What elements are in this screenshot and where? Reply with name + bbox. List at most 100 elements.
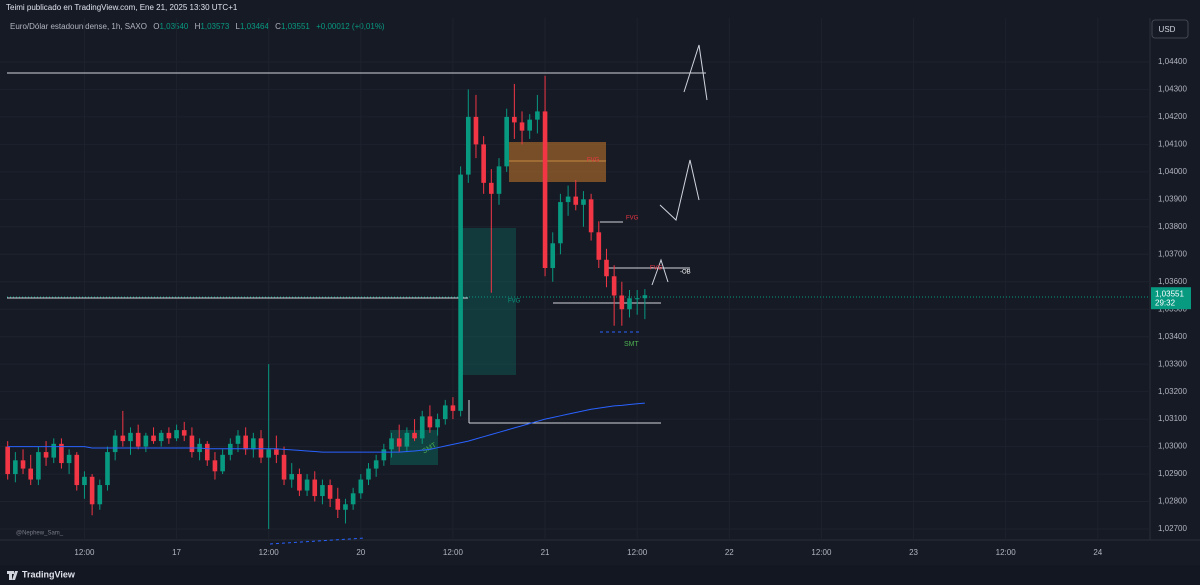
currency[interactable]: USD xyxy=(1159,25,1176,34)
candle-body xyxy=(36,452,41,480)
candle-body xyxy=(358,479,364,494)
candle-body xyxy=(604,259,609,277)
c-label: C xyxy=(275,22,281,31)
projection xyxy=(659,159,700,221)
candle-body xyxy=(373,460,379,469)
candle-body xyxy=(389,438,394,450)
candle-body xyxy=(43,452,49,458)
x-tick-label: 12:00 xyxy=(74,548,95,557)
candle-body xyxy=(442,405,448,420)
y-tick-label: 1,03200 xyxy=(1158,387,1187,396)
l-value: 1,03464 xyxy=(240,22,269,31)
candle-body xyxy=(350,493,356,505)
symbol: Euro/Dólar estadounidense, 1h, SAXO xyxy=(10,22,147,31)
candle-body xyxy=(634,298,640,300)
candle-body xyxy=(581,199,586,205)
x-tick-label: 22 xyxy=(725,548,734,557)
candle-body xyxy=(335,498,341,510)
candle-body xyxy=(427,416,433,428)
c-value: 1,03551 xyxy=(281,22,310,31)
o-value: 1,03540 xyxy=(159,22,188,31)
countdown: 29:32 xyxy=(1155,298,1176,307)
fvg-zone xyxy=(461,228,516,375)
candle-body xyxy=(120,435,126,442)
x-tick-label: 23 xyxy=(909,548,918,557)
candle-body xyxy=(235,435,241,444)
candle-body xyxy=(281,454,287,480)
candle-body xyxy=(204,443,210,461)
candle-body xyxy=(158,432,164,442)
candle-body xyxy=(642,295,648,299)
candle-body xyxy=(143,435,149,447)
candle-body xyxy=(297,474,302,491)
candle-body xyxy=(481,144,486,183)
candle-body xyxy=(381,449,387,461)
x-tick-label: 12:00 xyxy=(259,548,280,557)
smt-label: SMT xyxy=(624,341,640,348)
candle-body xyxy=(435,419,440,428)
candle-body xyxy=(5,446,10,475)
candle-body xyxy=(504,116,509,167)
y-tick-label: 1,03900 xyxy=(1158,194,1187,203)
l-label: L xyxy=(236,22,241,31)
candle-body xyxy=(312,479,318,497)
publisher-line: Teimi publicado en TradingView.com, Ene … xyxy=(6,3,238,12)
candle-body xyxy=(181,430,187,436)
candle-body xyxy=(527,119,533,131)
candle-body xyxy=(189,435,195,453)
candle-body xyxy=(266,449,271,458)
candle-body xyxy=(542,111,548,269)
x-tick-label: 12:00 xyxy=(811,548,832,557)
y-tick-label: 1,02700 xyxy=(1158,524,1187,533)
brand: TradingView xyxy=(22,569,76,579)
y-tick-label: 1,03800 xyxy=(1158,222,1187,231)
h-label: H xyxy=(195,22,201,31)
candle-body xyxy=(573,196,579,205)
candle-body xyxy=(327,485,333,499)
candle-body xyxy=(82,476,87,486)
projection xyxy=(683,44,708,101)
y-tick-label: 1,03000 xyxy=(1158,442,1187,451)
candle-body xyxy=(135,432,141,447)
y-tick-label: 1,03600 xyxy=(1158,277,1187,286)
y-tick-label: 1,04200 xyxy=(1158,112,1187,121)
candle-body xyxy=(366,468,371,480)
y-tick-label: 1,03300 xyxy=(1158,359,1187,368)
candle-body xyxy=(174,430,179,439)
x-tick-label: 20 xyxy=(356,548,365,557)
fvg-label: FVG xyxy=(508,299,521,305)
smt-line xyxy=(269,537,366,545)
symbol-line: Euro/Dólar estadounidense, 1h, SAXO O1,0… xyxy=(10,22,385,31)
y-tick-label: 1,03400 xyxy=(1158,332,1187,341)
candle-body xyxy=(596,232,602,260)
x-tick-label: 12:00 xyxy=(443,548,464,557)
candle-body xyxy=(565,196,571,203)
fvg-label: FVG xyxy=(650,266,663,272)
currency-button[interactable] xyxy=(1151,19,1189,39)
candle-body xyxy=(251,438,256,450)
candle-body xyxy=(89,476,95,505)
grid xyxy=(0,18,1150,540)
y-tick-label: 1,04000 xyxy=(1158,167,1187,176)
fvg-zone xyxy=(509,142,606,182)
candle-body xyxy=(274,449,279,455)
candle-body xyxy=(13,460,18,475)
candle-body xyxy=(450,405,456,411)
price-label: 1,03551 xyxy=(1155,289,1184,298)
candle-body xyxy=(51,443,57,458)
h-value: 1,03573 xyxy=(200,22,229,31)
candle-body xyxy=(258,438,264,458)
x-tick-label: 21 xyxy=(541,548,550,557)
drawings: FVG FVG FVG FVG -OB SMT SMT @Nephew_Sam_ xyxy=(7,44,1150,545)
candle-body xyxy=(419,416,425,439)
candle-body xyxy=(396,438,402,447)
plot xyxy=(5,75,648,530)
candle-body xyxy=(588,199,594,233)
candle-body xyxy=(519,122,525,131)
candle-body xyxy=(220,454,225,472)
candle-body xyxy=(97,485,103,505)
candle-body xyxy=(304,479,310,491)
candle-body xyxy=(74,454,80,486)
candle-body xyxy=(243,435,248,450)
